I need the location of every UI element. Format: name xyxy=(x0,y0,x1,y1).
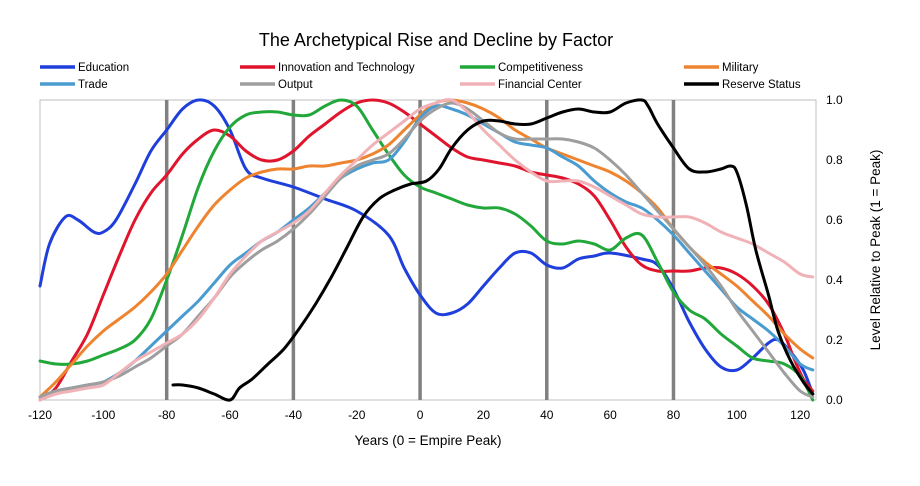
series-line-competitiveness xyxy=(38,98,815,402)
legend-item-reserve-status: Reserve Status xyxy=(684,79,801,91)
legend-label: Innovation and Technology xyxy=(278,62,415,74)
legend-item-military: Military xyxy=(684,62,759,74)
legend-label: Reserve Status xyxy=(722,79,801,91)
y-axis-label: Level Relative to Peak (1 = Peak) xyxy=(868,150,883,351)
y-axis-ticks: 0.0 0.2 0.4 0.6 0.8 1.0 xyxy=(826,93,843,407)
legend-item-output: Output xyxy=(240,79,313,91)
series-line-financial-center xyxy=(38,98,815,402)
y-tick-label: 0.2 xyxy=(826,333,843,347)
x-tick-label: -60 xyxy=(221,408,239,422)
plot-area xyxy=(39,99,817,401)
y-tick-label: 0.8 xyxy=(826,153,843,167)
legend-label: Education xyxy=(78,62,129,74)
y-tick-label: 0.4 xyxy=(826,273,843,287)
series-line-innovation-and-technology xyxy=(38,98,815,402)
series-lines xyxy=(38,98,815,402)
legend: Education Innovation and Technology Compet… xyxy=(40,62,801,91)
x-tick-label: -20 xyxy=(348,408,366,422)
chart-title: The Archetypical Rise and Decline by Fac… xyxy=(259,30,613,50)
x-tick-label: 100 xyxy=(727,408,747,422)
x-tick-label: -40 xyxy=(285,408,303,422)
series-line-trade xyxy=(38,104,815,399)
series-line-reserve-status xyxy=(171,98,815,402)
x-axis-ticks: -120 -100 -80 -60 -40 -20 0 20 40 60 80 100 120 xyxy=(28,408,811,422)
x-tick-label: 120 xyxy=(790,408,810,422)
legend-item-trade: Trade xyxy=(40,79,108,91)
series-line-output xyxy=(38,101,815,399)
x-tick-label: 40 xyxy=(540,408,554,422)
x-tick-label: 20 xyxy=(477,408,491,422)
x-tick-label: -80 xyxy=(158,408,176,422)
legend-label: Financial Center xyxy=(498,79,582,91)
legend-item-education: Education xyxy=(40,62,129,74)
legend-item-financial-center: Financial Center xyxy=(460,79,582,91)
x-tick-label: 0 xyxy=(417,408,424,422)
x-tick-label: -120 xyxy=(28,408,52,422)
legend-label: Trade xyxy=(78,79,108,91)
legend-label: Competitiveness xyxy=(498,62,583,74)
legend-item-innovation-and-technology: Innovation and Technology xyxy=(240,62,415,74)
legend-item-competitiveness: Competitiveness xyxy=(460,62,583,74)
y-tick-label: 1.0 xyxy=(826,93,843,107)
x-tick-label: -100 xyxy=(91,408,115,422)
series-line-education xyxy=(38,98,815,396)
x-tick-label: 60 xyxy=(603,408,617,422)
x-axis-label: Years (0 = Empire Peak) xyxy=(355,433,502,448)
y-tick-label: 0.0 xyxy=(826,393,843,407)
x-tick-label: 80 xyxy=(667,408,681,422)
legend-label: Output xyxy=(278,79,313,91)
legend-label: Military xyxy=(722,62,759,74)
y-tick-label: 0.6 xyxy=(826,213,843,227)
